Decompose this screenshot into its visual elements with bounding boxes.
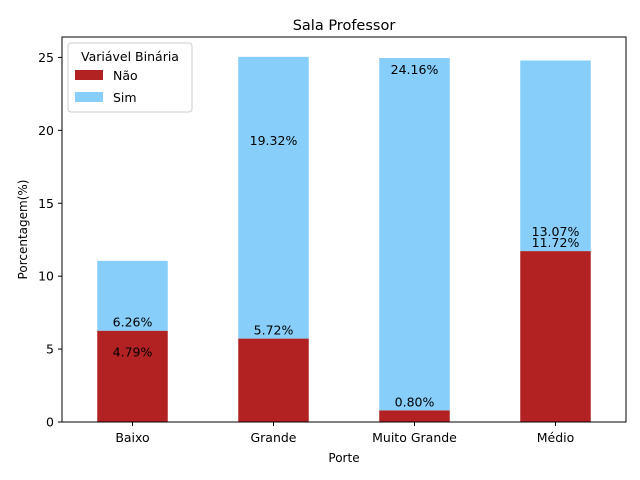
y-axis: 0 5 10 15 20 25 [38,50,62,430]
x-axis: Baixo Grande Muito Grande Médio [115,422,574,445]
data-label-nao-0: 6.26% [113,315,153,330]
x-tick-label-0: Baixo [115,430,149,445]
y-tick-label-3: 15 [38,196,54,211]
x-tick-label-1: Grande [250,430,296,445]
legend-title: Variável Binária [81,49,179,64]
chart-title: Sala Professor [293,18,396,34]
bars-layer [97,56,591,422]
bar-nao-0 [97,330,168,422]
data-label-sim-3: 13.07% [532,224,580,239]
data-label-nao-2: 0.80% [395,394,435,409]
data-label-sim-0: 4.79% [113,345,153,360]
data-label-sim-1: 19.32% [250,133,298,148]
bar-sim-0 [97,260,168,331]
y-tick-label-4: 20 [38,123,54,138]
x-tick-label-2: Muito Grande [372,430,457,445]
data-label-nao-1: 5.72% [254,323,294,338]
y-axis-label: Porcentagem(%) [16,180,30,280]
legend: Variável Binária Não Sim [67,42,193,113]
y-tick-label-2: 10 [38,269,54,284]
data-label-sim-2: 24.16% [391,62,439,77]
legend-label-0: Não [113,68,138,83]
data-labels-layer: 6.26% 4.79% 5.72% 19.32% 0.80% 24.16% 11.72%13… [113,62,580,409]
x-tick-label-3: Médio [537,430,575,445]
bar-sim-3 [520,60,591,252]
bar-sim-2 [379,58,450,411]
legend-label-1: Sim [113,90,137,105]
y-tick-label-0: 0 [46,415,54,430]
data-label-nao-3: 11.72% [532,235,580,250]
plot-frame [61,36,627,423]
bar-nao-3 [520,251,591,422]
legend-swatch-1 [75,92,103,102]
bar-nao-1 [238,338,309,422]
legend-swatch-0 [75,70,103,80]
x-axis-label: Porte [328,451,359,465]
y-tick-label-5: 25 [38,50,54,65]
y-tick-label-1: 5 [46,342,54,357]
bar-nao-2 [379,410,450,422]
bar-sim-1 [238,56,309,339]
